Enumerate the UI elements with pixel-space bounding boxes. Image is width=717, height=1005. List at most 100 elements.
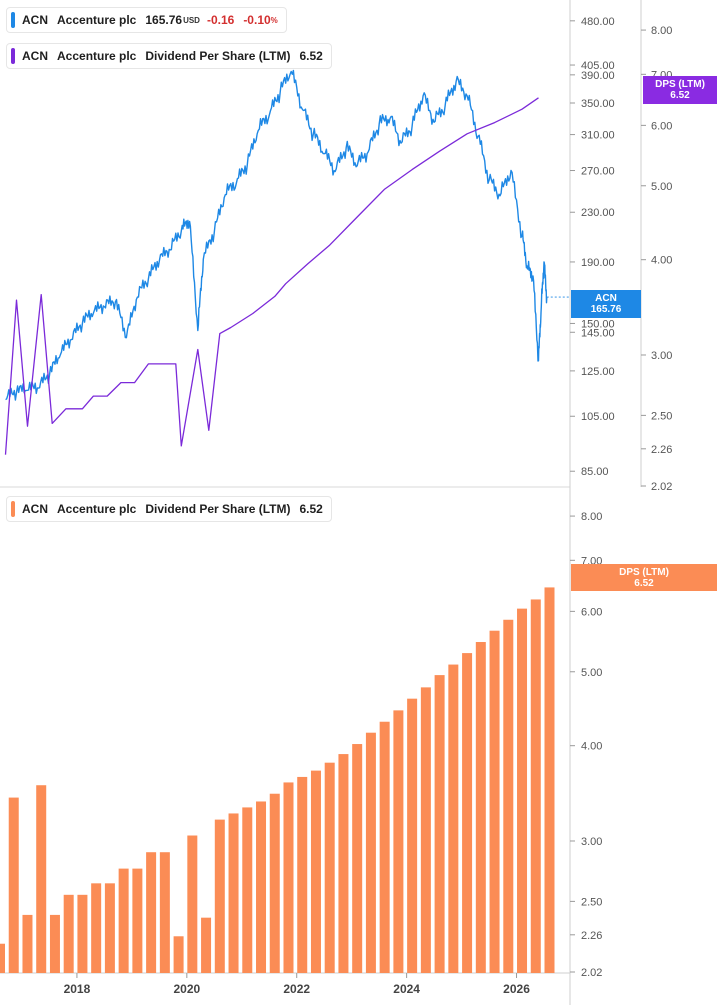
bar-axis-label: 6.00 <box>581 606 602 618</box>
price-axis-label: 145.00 <box>581 327 615 339</box>
legend-price-value: 165.76 <box>145 13 183 27</box>
dps-bar <box>132 868 143 973</box>
price-axis-label: 105.00 <box>581 411 615 423</box>
dps-top-tag-value: 6.52 <box>670 90 690 101</box>
dps-bar <box>104 883 115 973</box>
legend-dps-value: 6.52 <box>299 502 323 516</box>
legend-dps-value: 6.52 <box>299 49 323 63</box>
dps-axis-label: 2.26 <box>651 444 672 456</box>
legend-ticker: ACN <box>22 49 48 63</box>
dps-axis-label: 5.00 <box>651 181 672 193</box>
dps-bar <box>187 835 198 973</box>
dps-bar <box>517 608 528 973</box>
acn-tag-value: 165.76 <box>590 304 622 315</box>
legend-metric: Dividend Per Share (LTM) <box>145 502 291 516</box>
dps-bar <box>297 776 308 973</box>
dps-bar <box>118 868 129 973</box>
dps-bar <box>379 721 390 973</box>
dps-bar <box>544 587 555 973</box>
dps-bar <box>8 797 19 973</box>
dps-bottom-tag: DPS (LTM) 6.52 <box>571 564 717 591</box>
legend-ticker: ACN <box>22 13 48 27</box>
legend-change-pct: -0.10 <box>243 13 271 27</box>
dps-bar <box>159 852 170 973</box>
legend-metric: Dividend Per Share (LTM) <box>145 49 291 63</box>
legend-currency: USD <box>183 15 200 25</box>
legend-ticker: ACN <box>22 502 48 516</box>
x-axis-label: 2022 <box>283 982 310 996</box>
dps-bar <box>420 687 431 973</box>
bar-axis-label: 2.02 <box>581 967 602 979</box>
dps-bar <box>269 793 280 973</box>
legend-company-name: Accenture plc <box>57 49 137 63</box>
price-axis-label: 150.00 <box>581 318 615 330</box>
dps-bar <box>228 813 239 973</box>
dps-bar <box>0 943 5 973</box>
price-axis-label: 125.00 <box>581 366 615 378</box>
dps-axis-label: 6.00 <box>651 120 672 132</box>
bar-axis-label: 5.00 <box>581 667 602 679</box>
dps-bottom-tag-label: DPS (LTM) <box>619 567 669 578</box>
dps-axis-label: 3.00 <box>651 350 672 362</box>
legend-company-name: Accenture plc <box>57 13 137 27</box>
dps-bar <box>448 664 459 973</box>
dps-bar <box>310 770 321 973</box>
dps-bar <box>503 619 514 973</box>
acn-price-tag: ACN 165.76 <box>571 290 641 318</box>
bar-axis-label: 2.50 <box>581 896 602 908</box>
dps-bar <box>407 698 418 973</box>
price-legend[interactable]: ACN Accenture plc 165.76 USD -0.16 -0.10… <box>6 7 287 33</box>
dps-bar <box>462 653 473 973</box>
dps-bar <box>256 801 267 973</box>
dps-overlay-line <box>4 97 539 455</box>
price-axis-label: 310.00 <box>581 130 615 142</box>
price-axis-label: 350.00 <box>581 98 615 110</box>
dps-axis-label: 8.00 <box>651 25 672 37</box>
dps-bar <box>352 744 363 973</box>
dps-bar <box>338 754 349 973</box>
bar-axis-label: 3.00 <box>581 836 602 848</box>
dps-bar <box>77 894 88 973</box>
dps-bar <box>242 807 253 973</box>
acn-price-line <box>5 69 548 401</box>
bar-axis-label: 2.26 <box>581 930 602 942</box>
dps-axis-label: 4.00 <box>651 255 672 267</box>
dps-bar <box>173 936 184 973</box>
dps-top-tag: DPS (LTM) 6.52 <box>643 76 717 104</box>
price-axis-label: 270.00 <box>581 166 615 178</box>
dps-bar <box>530 599 541 973</box>
price-legend-swatch <box>11 12 15 28</box>
x-axis-label: 2026 <box>503 982 530 996</box>
dps-bar <box>63 894 74 973</box>
dps-top-tag-label: DPS (LTM) <box>655 79 705 90</box>
legend-company-name: Accenture plc <box>57 502 137 516</box>
x-axis-label: 2024 <box>393 982 420 996</box>
legend-change: -0.16 <box>206 13 235 27</box>
bar-axis-label: 4.00 <box>581 741 602 753</box>
price-axis-label: 405.00 <box>581 60 615 72</box>
dps-bar <box>214 819 225 973</box>
dps-bar <box>201 917 212 973</box>
price-axis-label: 85.00 <box>581 466 609 478</box>
dps-bar <box>324 762 335 973</box>
dps-bar <box>91 883 102 973</box>
dps-bar <box>49 914 60 973</box>
dps-bottom-legend-swatch <box>11 501 15 517</box>
dps-bar <box>283 782 294 973</box>
price-axis-label: 390.00 <box>581 70 615 82</box>
dps-axis-label: 2.50 <box>651 410 672 422</box>
dps-bar <box>393 710 404 973</box>
legend-change-pct-sign: % <box>270 15 278 25</box>
dps-bottom-legend[interactable]: ACN Accenture plc Dividend Per Share (LT… <box>6 496 332 522</box>
dps-bar <box>475 642 486 973</box>
dps-bar <box>365 732 376 973</box>
dps-bar <box>434 675 445 973</box>
dps-bar <box>489 630 500 973</box>
dps-top-legend-swatch <box>11 48 15 64</box>
dps-axis-label: 2.02 <box>651 481 672 493</box>
dps-top-legend[interactable]: ACN Accenture plc Dividend Per Share (LT… <box>6 43 332 69</box>
price-axis-label: 190.00 <box>581 257 615 269</box>
dps-bar <box>36 785 47 973</box>
x-axis-label: 2018 <box>64 982 91 996</box>
